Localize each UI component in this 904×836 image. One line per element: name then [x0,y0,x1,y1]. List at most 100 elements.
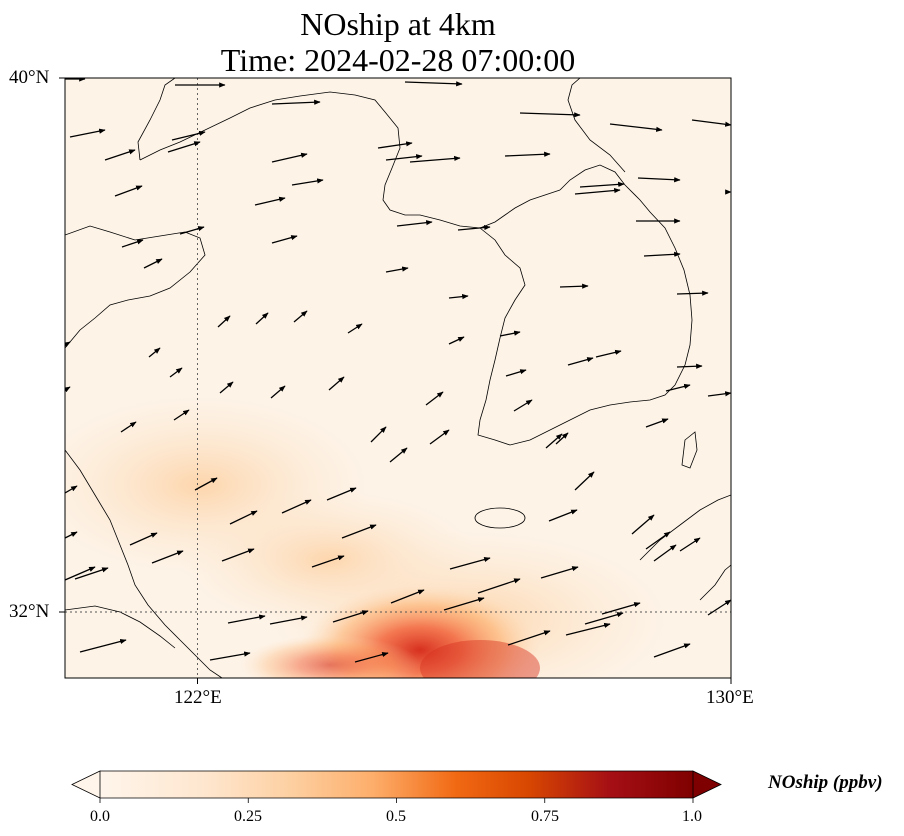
map-title: NOship at 4km [300,6,496,42]
coastline-china-east [65,449,223,678]
wind-arrow [169,367,183,378]
wind-arrow [448,336,465,345]
wind-arrow [65,531,78,539]
wind-arrow [221,548,255,562]
wind-arrow [104,149,136,161]
wind-arrow [507,630,551,646]
wind-arrow [65,386,71,393]
wind-arrow [409,155,461,163]
wind-arrow [148,347,161,358]
wind-arrow [151,550,184,564]
wind-arrow [385,154,423,161]
wind-arrow [120,421,137,433]
wind-arrow [328,376,345,391]
wind-arrow [574,187,621,195]
coastline-bohai [137,78,176,161]
wind-arrow [255,312,269,325]
wind-arrow [555,432,569,445]
wind-arrow [311,555,345,568]
coastline-china-north [65,225,206,349]
wind-arrow [74,567,109,580]
wind-arrow [645,418,669,428]
wind-arrow [219,381,234,394]
wind-arrow [114,185,143,197]
wind-arrow [271,152,308,163]
wind-arrow [505,369,527,377]
wind-arrow [269,615,308,625]
wind-arrow [271,99,321,105]
lat-tick-32: 32°N [9,601,50,622]
wind-arrow [665,383,691,392]
gridlines [65,78,731,678]
wind-arrow [65,485,78,494]
colorbar [71,770,722,803]
wind-arrow [65,566,96,581]
wind-arrow [707,599,731,616]
wind-vectors [65,78,731,663]
wind-arrow [707,391,731,397]
wind-arrow [293,310,308,323]
wind-arrow [404,81,463,87]
wind-arrow [579,181,625,188]
wind-arrow [643,251,681,257]
wind-arrow [429,429,450,445]
wind-arrow [129,532,158,546]
wind-arrow [179,226,205,235]
wind-arrow [341,524,377,539]
wind-arrow [354,652,389,663]
wind-arrow [631,514,655,535]
wind-arrow [209,651,251,661]
wind-arrow [425,391,444,406]
wind-arrow [477,578,521,594]
wind-arrow [332,610,369,623]
wind-arrow [143,258,163,269]
wind-arrow [565,622,611,636]
coastline-yangtze [65,605,176,649]
wind-arrow [443,597,485,611]
wind-arrow [645,531,671,550]
colorbar-tick-025: 0.25 [234,808,262,825]
concentration-field [65,78,731,678]
wind-arrow [457,224,491,231]
wind-arrow [545,433,563,449]
wind-arrow [65,341,71,348]
wind-arrow [609,123,663,132]
wind-arrow [370,426,387,443]
wind-arrow [499,330,521,337]
lat-tick-40: 40°N [9,67,50,88]
coastline-korea-north [479,189,561,229]
wind-arrow [347,323,363,334]
colorbar-label: NOship (ppbv) [768,772,883,793]
wind-arrow [449,557,491,570]
wind-arrow [254,196,286,206]
wind-arrow [390,589,425,604]
coastline-kyushu [639,494,731,561]
wind-arrow [389,447,408,463]
wind-arrow [271,235,298,244]
wind-arrow [69,128,106,138]
wind-arrow [653,643,691,658]
colorbar-tick-0: 0.0 [90,808,110,825]
wind-arrow [691,119,731,127]
wind-arrow [676,290,709,296]
map-time: Time: 2024-02-28 07:00:00 [220,42,576,78]
axis-ticks [59,77,732,684]
wind-arrow [326,487,357,501]
wind-arrow [548,509,578,522]
colorbar-tick-1: 1.0 [682,808,702,825]
coastline-liaodong [139,91,481,229]
lon-tick-130: 130°E [706,687,754,708]
coastlines [65,78,731,678]
wind-arrow [448,294,469,300]
tsushima-island [681,431,698,469]
wind-arrow [637,177,681,183]
wind-arrow [270,385,286,399]
coastline-kyushu-south [699,564,731,601]
wind-arrow [171,130,206,141]
wind-arrow [194,477,218,491]
wind-arrow [173,409,190,421]
wind-arrow [679,537,701,552]
wind-arrow [281,499,312,514]
wind-arrow [676,363,703,369]
wind-arrow [513,399,533,412]
